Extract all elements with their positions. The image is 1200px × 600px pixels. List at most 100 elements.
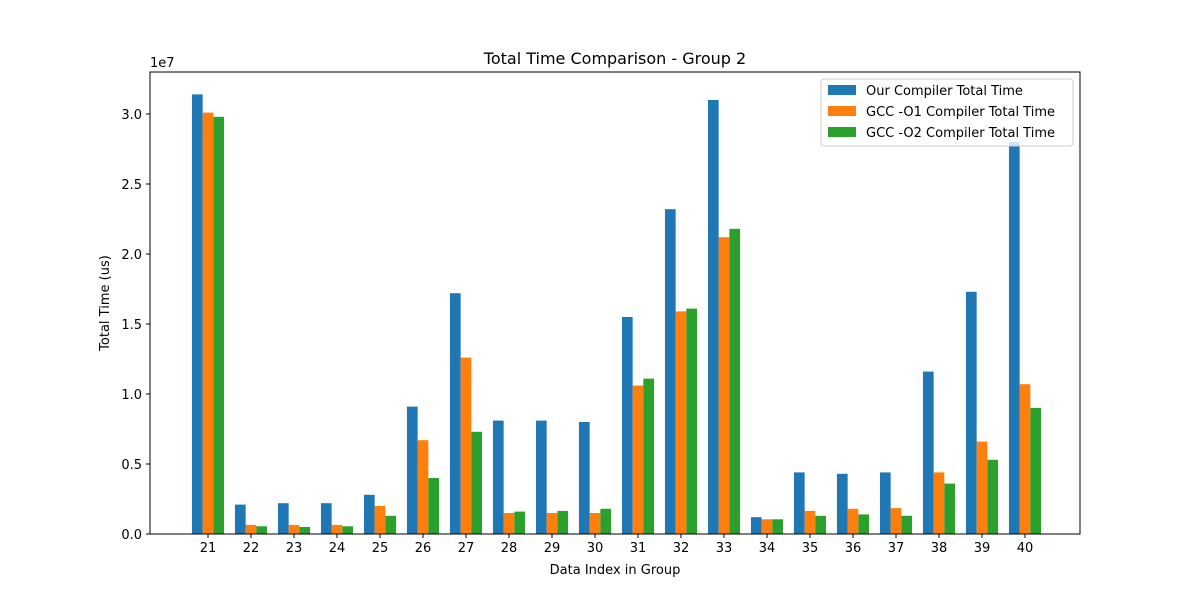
bar-23-series-3 — [299, 527, 311, 534]
y-tick-label: 2.5 — [121, 178, 142, 193]
bar-26-series-2 — [417, 440, 429, 534]
bar-36-series-2 — [847, 508, 859, 534]
bar-29-series-3 — [557, 510, 569, 534]
x-tick-label: 36 — [845, 541, 862, 556]
bar-38-series-1 — [922, 371, 934, 534]
x-tick-label: 35 — [802, 541, 819, 556]
x-tick-label: 31 — [630, 541, 647, 556]
y-tick-label: 0.0 — [121, 528, 142, 543]
bar-28-series-3 — [514, 511, 526, 534]
bar-27-series-1 — [449, 293, 461, 534]
x-tick-label: 28 — [501, 541, 518, 556]
bar-32-series-2 — [675, 311, 687, 534]
bar-29-series-2 — [546, 513, 558, 534]
bar-23-series-1 — [277, 503, 289, 534]
bar-31-series-3 — [643, 378, 655, 534]
legend-label: GCC -O2 Compiler Total Time — [866, 126, 1055, 141]
bar-23-series-2 — [288, 524, 300, 534]
y-tick-label: 2.0 — [121, 248, 142, 263]
bar-39-series-1 — [965, 291, 977, 534]
bar-33-series-2 — [718, 237, 730, 534]
bar-34-series-2 — [761, 519, 773, 534]
bar-31-series-2 — [632, 385, 644, 534]
y-tick-label: 1.0 — [121, 388, 142, 403]
plot-frame — [149, 71, 1081, 535]
y-axis-title: Total Time (us) — [98, 255, 113, 352]
bar-24-series-2 — [331, 524, 343, 534]
bar-26-series-3 — [428, 478, 440, 534]
bar-37-series-1 — [879, 472, 891, 534]
bar-32-series-1 — [664, 209, 676, 534]
legend-swatch — [828, 85, 856, 95]
bar-38-series-2 — [933, 472, 945, 534]
bar-34-series-1 — [750, 517, 762, 534]
bar-24-series-1 — [320, 503, 332, 534]
bar-22-series-1 — [234, 504, 246, 534]
x-tick-label: 26 — [415, 541, 432, 556]
chart-title: Total Time Comparison - Group 2 — [483, 49, 746, 68]
bar-37-series-2 — [890, 508, 902, 534]
legend-label: GCC -O1 Compiler Total Time — [866, 105, 1055, 120]
bars-group — [191, 94, 1042, 535]
bar-33-series-3 — [729, 228, 741, 535]
x-axis-title: Data Index in Group — [550, 563, 681, 578]
x-tick-label: 33 — [716, 541, 733, 556]
x-tick-label: 29 — [544, 541, 561, 556]
bar-30-series-1 — [578, 422, 590, 534]
bar-25-series-3 — [385, 515, 397, 534]
x-tick-label: 23 — [286, 541, 303, 556]
x-tick-label: 27 — [458, 541, 475, 556]
bar-39-series-2 — [976, 441, 988, 534]
bar-40-series-3 — [1030, 408, 1042, 534]
y-tick-label: 1.5 — [121, 318, 142, 333]
bar-40-series-1 — [1008, 142, 1020, 534]
x-tick-label: 38 — [931, 541, 948, 556]
x-tick-label: 30 — [587, 541, 604, 556]
bar-35-series-2 — [804, 510, 816, 534]
bar-31-series-1 — [621, 317, 633, 534]
bar-36-series-3 — [858, 514, 870, 534]
x-tick-label: 39 — [974, 541, 991, 556]
x-tick-label: 37 — [888, 541, 905, 556]
legend-label: Our Compiler Total Time — [866, 84, 1023, 99]
y-axis: 0.0 0.5 1.0 1.5 2.0 2.5 3.0 — [121, 108, 150, 543]
x-tick-label: 32 — [673, 541, 690, 556]
legend-box — [820, 78, 1074, 147]
legend-swatch — [828, 106, 856, 116]
bar-36-series-1 — [836, 473, 848, 534]
bar-21-series-3 — [213, 116, 225, 535]
x-tick-label: 40 — [1017, 541, 1034, 556]
bar-34-series-3 — [772, 519, 784, 534]
bar-32-series-3 — [686, 308, 698, 534]
bar-25-series-2 — [374, 506, 386, 534]
legend: Our Compiler Total Time GCC -O1 Compiler … — [820, 78, 1074, 147]
bar-25-series-1 — [363, 494, 375, 534]
bar-40-series-2 — [1019, 384, 1031, 534]
y-tick-label: 0.5 — [121, 458, 142, 473]
bar-21-series-2 — [202, 112, 214, 534]
bar-30-series-2 — [589, 513, 601, 534]
bar-27-series-2 — [460, 357, 472, 534]
bar-27-series-3 — [471, 431, 483, 534]
bar-22-series-3 — [256, 526, 268, 534]
x-tick-label: 34 — [759, 541, 776, 556]
bar-28-series-2 — [503, 513, 515, 534]
bar-30-series-3 — [600, 508, 612, 534]
x-tick-label: 24 — [329, 541, 346, 556]
legend-swatch — [828, 127, 856, 137]
bar-22-series-2 — [245, 524, 257, 534]
bar-24-series-3 — [342, 526, 354, 534]
x-axis: 21 22 23 24 25 26 27 28 29 30 31 32 33 34 35 36 37 38 39 40 — [200, 534, 1034, 556]
bar-33-series-1 — [707, 100, 719, 534]
x-tick-label: 22 — [243, 541, 260, 556]
x-tick-label: 21 — [200, 541, 217, 556]
bar-39-series-3 — [987, 459, 999, 534]
bar-28-series-1 — [492, 420, 504, 534]
x-tick-label: 25 — [372, 541, 389, 556]
bar-38-series-3 — [944, 483, 956, 534]
y-tick-label: 3.0 — [121, 108, 142, 123]
bar-35-series-3 — [815, 515, 827, 534]
bar-35-series-1 — [793, 472, 805, 534]
y-offset-label: 1e7 — [150, 56, 175, 71]
